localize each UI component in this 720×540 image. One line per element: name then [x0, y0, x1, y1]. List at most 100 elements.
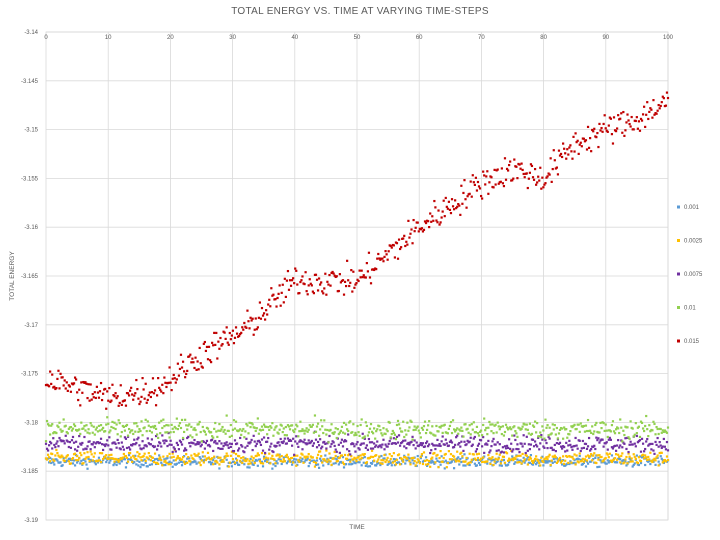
data-point [171, 452, 174, 455]
data-point [214, 439, 217, 443]
data-point [603, 114, 606, 117]
data-point [629, 420, 632, 423]
data-point [643, 450, 646, 453]
data-point [152, 392, 156, 395]
data-point [157, 377, 160, 380]
data-point [616, 444, 619, 447]
data-point [53, 443, 56, 447]
data-point [573, 459, 576, 462]
data-point [140, 395, 143, 398]
data-point [555, 442, 558, 445]
data-point [431, 456, 434, 459]
data-point [258, 460, 262, 463]
data-point [275, 305, 278, 308]
data-point [67, 445, 70, 449]
data-point [538, 179, 541, 182]
data-point [501, 446, 504, 449]
data-point [497, 457, 500, 460]
data-point [195, 433, 198, 436]
data-point [235, 332, 239, 335]
data-point [107, 457, 110, 460]
data-point [543, 459, 546, 462]
data-point [560, 447, 564, 450]
data-point [75, 378, 78, 381]
y-tick-label: -3.185 [21, 469, 39, 475]
data-point [246, 309, 249, 312]
data-point [309, 282, 312, 285]
data-point [294, 428, 297, 431]
data-point [193, 452, 196, 456]
data-point [438, 442, 441, 446]
data-point [148, 429, 151, 433]
data-point [393, 433, 397, 436]
data-point [619, 444, 622, 447]
data-point [539, 464, 542, 467]
data-point [183, 370, 186, 373]
data-point [418, 443, 421, 446]
legend-label: 0.0025 [684, 239, 703, 245]
data-point [164, 459, 167, 462]
data-point [386, 258, 389, 261]
data-point [506, 463, 510, 466]
data-point [639, 420, 643, 423]
data-point [646, 101, 649, 104]
data-point [365, 262, 368, 265]
data-point [193, 438, 196, 442]
data-point [54, 445, 57, 449]
data-point [133, 438, 136, 441]
data-point [53, 463, 56, 466]
data-point [98, 390, 102, 393]
x-tick-label: 100 [663, 35, 674, 41]
data-point [395, 458, 399, 461]
data-point [202, 461, 205, 464]
data-point [408, 443, 411, 446]
data-point [107, 399, 110, 402]
data-point [207, 345, 211, 348]
data-point [153, 458, 157, 461]
data-point [199, 463, 202, 467]
data-point [535, 183, 538, 186]
data-point [149, 395, 152, 399]
data-point [523, 423, 526, 426]
data-point [230, 442, 233, 445]
data-point [119, 384, 122, 387]
data-point [107, 444, 110, 447]
data-point [384, 443, 387, 446]
data-point [303, 282, 306, 286]
data-point [183, 460, 186, 463]
data-point [295, 269, 298, 272]
data-point [124, 404, 128, 407]
data-point [320, 447, 323, 450]
data-point [94, 396, 97, 400]
data-point [337, 432, 340, 436]
data-point [108, 387, 111, 390]
data-point [343, 432, 347, 435]
data-point [122, 448, 125, 451]
data-point [392, 244, 395, 247]
data-point [468, 452, 471, 455]
data-point [279, 458, 282, 461]
data-point [109, 459, 112, 462]
data-point [303, 455, 306, 458]
data-point [300, 429, 303, 433]
data-point [264, 453, 267, 456]
data-point [365, 461, 368, 464]
data-point [617, 114, 620, 117]
data-point [531, 438, 535, 441]
data-point [437, 444, 440, 447]
data-point [645, 414, 648, 418]
data-point [385, 428, 388, 431]
data-point [347, 429, 350, 433]
data-point [238, 334, 241, 338]
data-point [412, 218, 415, 222]
data-point [483, 417, 486, 420]
data-point [119, 435, 122, 438]
y-axis-ticks: -3.14-3.145-3.15-3.155-3.16-3.165-3.17-3… [21, 30, 39, 524]
data-point [637, 456, 641, 459]
data-point [189, 434, 192, 437]
data-point [214, 343, 217, 346]
data-point [472, 437, 475, 440]
data-point [66, 389, 69, 392]
data-point [189, 353, 192, 356]
data-point [286, 424, 290, 427]
